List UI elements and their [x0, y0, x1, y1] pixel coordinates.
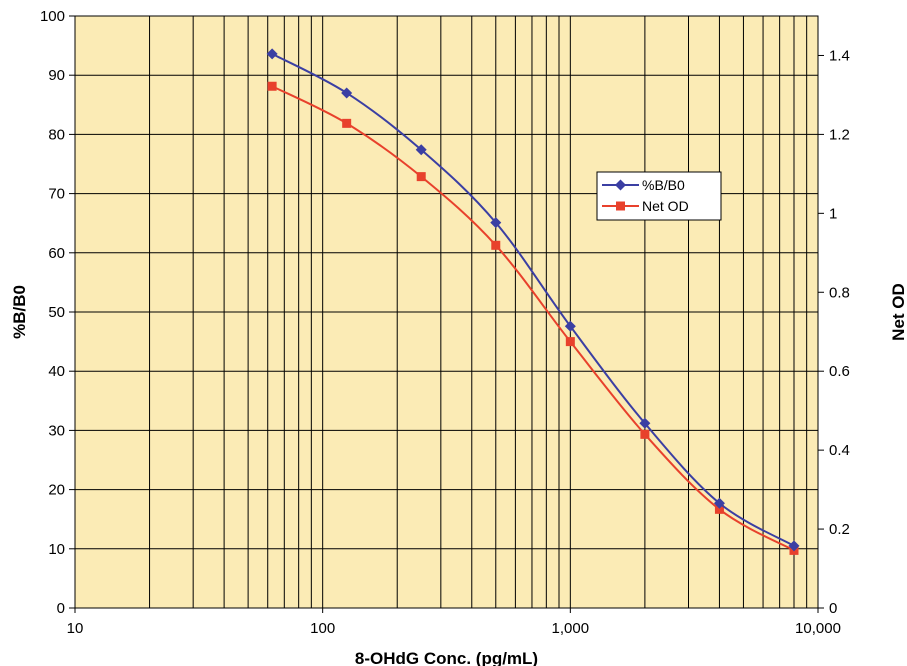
- legend-label-net-od: Net OD: [642, 198, 689, 214]
- legend: %B/B0 Net OD: [596, 171, 722, 221]
- series-line-net-od: [271, 85, 795, 552]
- point-net-od: [342, 118, 352, 128]
- y-left-tick-label: 10: [48, 541, 65, 558]
- y-right-tick-label: 1.2: [829, 126, 850, 143]
- point-pct-b-b0: [564, 320, 576, 332]
- y-left-tick-label: 50: [48, 304, 65, 321]
- point-net-od: [416, 172, 426, 182]
- point-net-od: [714, 504, 724, 514]
- legend-marker-pct-b-b0: [615, 179, 626, 191]
- x-tick-label: 10: [67, 620, 84, 637]
- y-left-tick-label: 80: [48, 126, 65, 143]
- y-left-tick-label: 70: [48, 186, 65, 203]
- y-right-tick-label: 0.6: [829, 363, 850, 380]
- grid: [75, 16, 818, 608]
- point-pct-b-b0: [490, 217, 502, 229]
- y-right-tick-label: 0: [829, 600, 837, 617]
- y-right-tick-label: 1: [829, 205, 837, 222]
- y-left-tick-label: 20: [48, 482, 65, 499]
- point-net-od: [267, 81, 277, 91]
- y-left-tick-label: 40: [48, 363, 65, 380]
- x-tick-label: 10,000: [795, 620, 841, 637]
- point-net-od: [491, 240, 501, 250]
- legend-label-pct-b-b0: %B/B0: [642, 177, 685, 193]
- y-left-tick-label: 90: [48, 67, 65, 84]
- y-left-tick-label: 30: [48, 422, 65, 439]
- point-net-od: [565, 337, 575, 347]
- ticks: 10 100 1,000 10,000010203040506070809010000…: [40, 8, 850, 637]
- y-left-tick-label: 100: [40, 8, 65, 25]
- y-left-tick-label: 0: [57, 600, 65, 617]
- point-pct-b-b0: [713, 497, 725, 509]
- x-axis-title: 8-OHdG Conc. (pg/mL): [355, 649, 538, 666]
- y-left-tick-label: 60: [48, 245, 65, 262]
- point-pct-b-b0: [266, 48, 278, 60]
- y-axis-left-title: %B/B0: [10, 285, 29, 339]
- y-axis-right-title: Net OD: [889, 283, 907, 341]
- y-right-tick-label: 0.2: [829, 521, 850, 538]
- point-pct-b-b0: [415, 144, 427, 156]
- x-tick-label: 1,000: [552, 620, 590, 637]
- point-net-od: [640, 429, 650, 439]
- legend-marker-net-od: [616, 201, 625, 211]
- legend-box: [596, 171, 722, 221]
- y-right-tick-label: 0.4: [829, 442, 850, 459]
- point-pct-b-b0: [341, 87, 353, 99]
- series-line-pct-b-b0: [271, 53, 795, 547]
- y-right-tick-label: 0.8: [829, 284, 850, 301]
- point-pct-b-b0: [639, 417, 651, 429]
- point-pct-b-b0: [788, 540, 800, 552]
- series-pct-b-b0: [266, 48, 800, 552]
- x-tick-label: 100: [310, 620, 335, 637]
- series: [266, 48, 800, 555]
- y-right-tick-label: 1.4: [829, 47, 850, 64]
